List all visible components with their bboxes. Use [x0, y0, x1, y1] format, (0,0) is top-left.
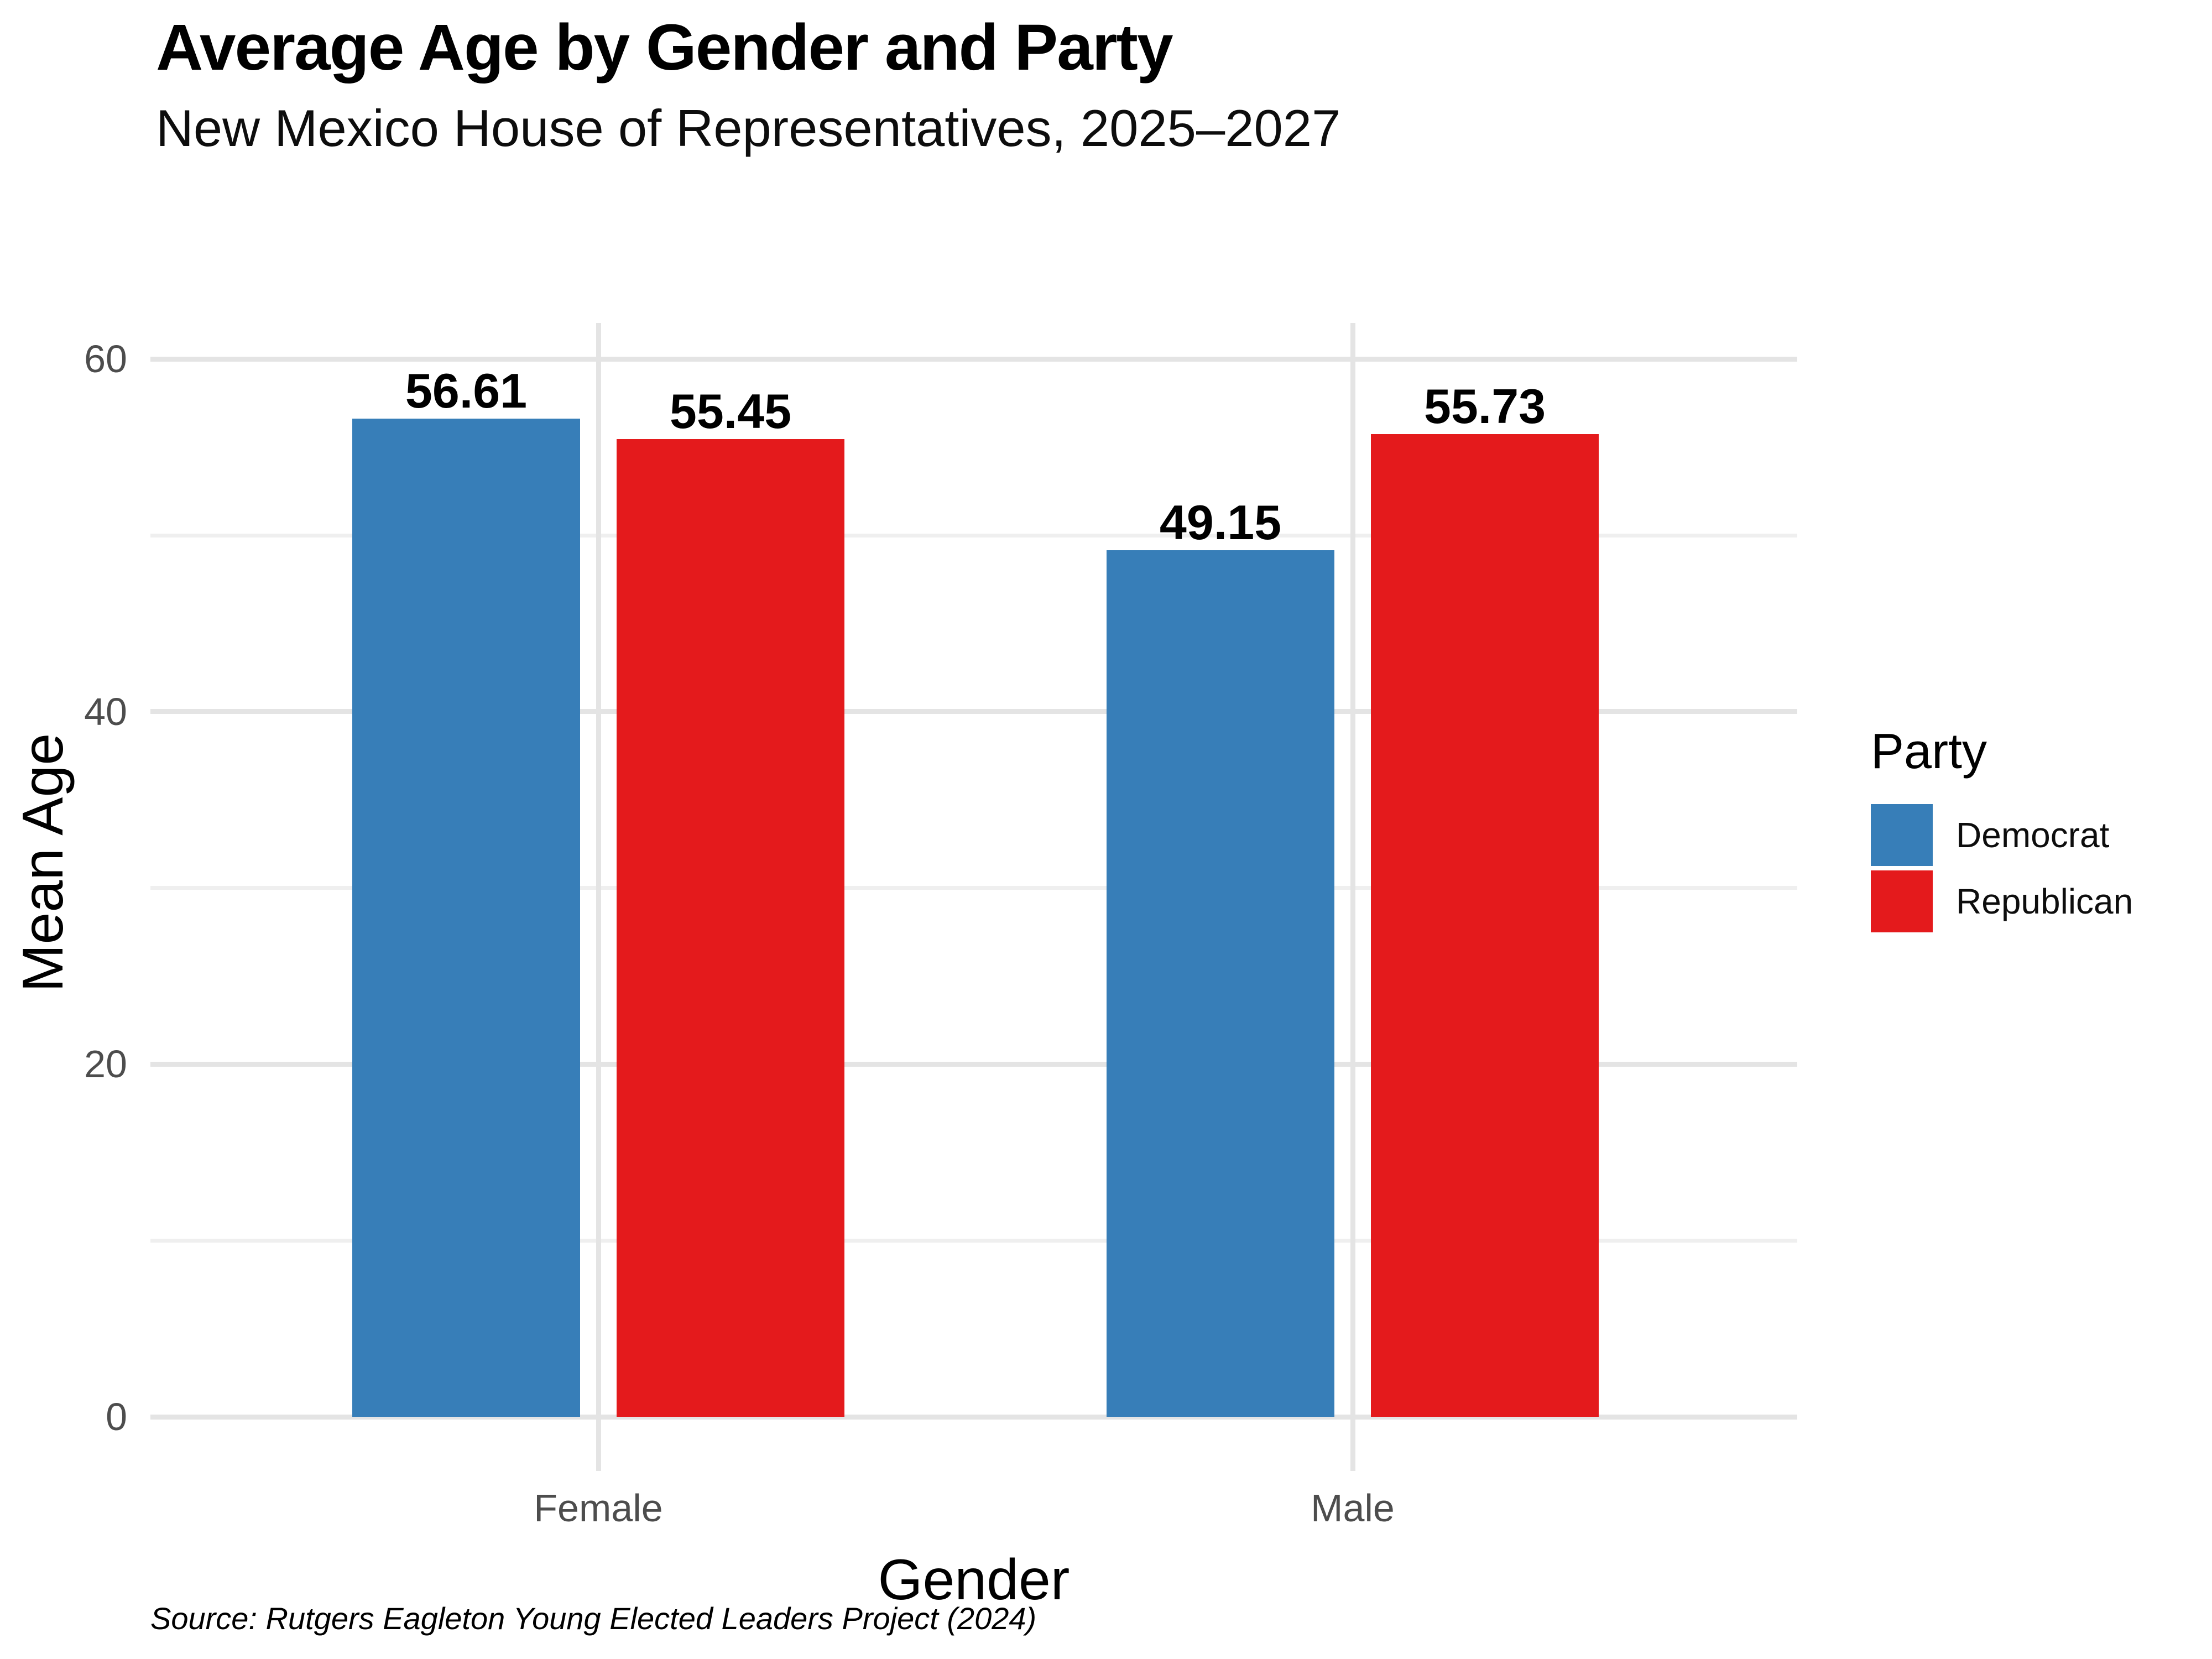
- y-axis-title: Mean Age: [11, 733, 75, 993]
- y-tick-label: 0: [106, 1395, 127, 1438]
- chart-title: Average Age by Gender and Party: [156, 11, 1173, 84]
- legend-title: Party: [1871, 724, 1987, 779]
- legend-swatch-republican: [1871, 870, 1933, 932]
- chart-subtitle: New Mexico House of Representatives, 202…: [156, 99, 1341, 157]
- chart-caption: Source: Rutgers Eagleton Young Elected L…: [150, 1601, 1037, 1636]
- gridline-minor: [150, 1238, 1797, 1243]
- gridline-vertical: [1350, 323, 1355, 1471]
- x-tick-label: Male: [1311, 1486, 1395, 1530]
- legend: Party Democrat Republican: [1871, 723, 2203, 937]
- gridline-minor: [150, 886, 1797, 890]
- y-tick-label: 20: [84, 1042, 127, 1086]
- bar-value-label: 55.73: [1423, 379, 1546, 434]
- gridline-major: [150, 356, 1797, 362]
- legend-item-label: Republican: [1956, 881, 2133, 921]
- gridline-major: [150, 709, 1797, 714]
- gridline-major: [150, 1414, 1797, 1420]
- x-axis-title: Gender: [878, 1548, 1070, 1612]
- plot-panel: 56.61 55.45 49.15 55.73: [150, 323, 1797, 1471]
- gridline-vertical: [596, 323, 601, 1471]
- legend-item-republican: Republican: [1871, 870, 2203, 932]
- x-tick-label: Female: [534, 1486, 663, 1530]
- bar-democrat-female: [352, 419, 580, 1417]
- gridline-minor: [150, 533, 1797, 538]
- legend-item-label: Democrat: [1956, 815, 2110, 855]
- bar-value-label: 49.15: [1159, 495, 1282, 550]
- y-tick-label: 40: [84, 690, 127, 733]
- legend-item-democrat: Democrat: [1871, 804, 2203, 866]
- bar-value-label: 55.45: [669, 384, 792, 439]
- bar-republican-male: [1371, 434, 1599, 1417]
- bar-democrat-male: [1107, 550, 1334, 1417]
- legend-swatch-democrat: [1871, 804, 1933, 866]
- gridline-major: [150, 1061, 1797, 1067]
- y-tick-label: 60: [84, 337, 127, 381]
- bar-republican-female: [617, 439, 844, 1417]
- bar-value-label: 56.61: [405, 363, 528, 419]
